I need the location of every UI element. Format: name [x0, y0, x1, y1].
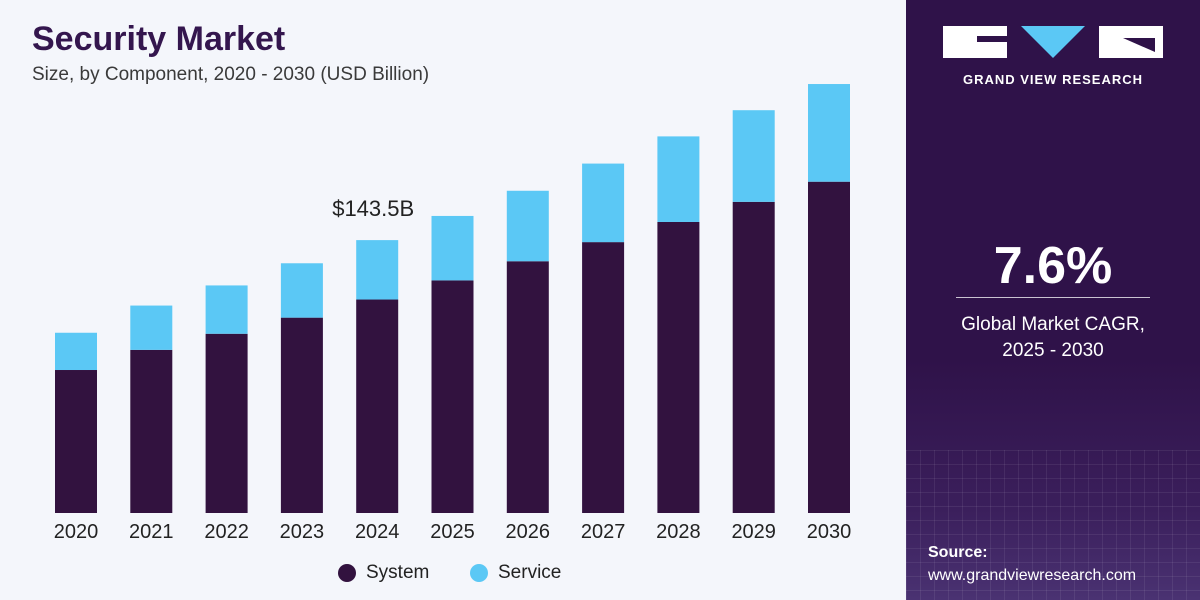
cagr-label-line2: 2025 - 2030: [1002, 340, 1104, 361]
bar-service-2030: [808, 84, 850, 182]
chart-subtitle: Size, by Component, 2020 - 2030 (USD Bil…: [32, 64, 430, 85]
bar-system-2020: [55, 370, 97, 513]
x-tick-label-2026: 2026: [506, 521, 551, 543]
x-tick-label-2030: 2030: [807, 521, 852, 543]
cagr-label-line1: Global Market CAGR,: [961, 314, 1145, 335]
bar-system-2028: [657, 221, 700, 514]
bar-system-2025: [431, 280, 474, 513]
bar-service-2029: [732, 110, 775, 202]
bar-system-2026: [506, 261, 549, 513]
chart-title: Security Market: [32, 20, 286, 58]
chart-area: Security Market Size, by Component, 2020…: [0, 20, 906, 588]
bar-service-2027: [582, 163, 625, 243]
legend-label-service: Service: [498, 562, 562, 583]
bar-system-2022: [205, 333, 248, 513]
bar-service-2028: [657, 136, 700, 222]
legend-item-system: System: [338, 562, 429, 584]
legend-swatch-system: [338, 564, 356, 582]
bar-service-2022: [205, 285, 248, 334]
side-panel: GRAND VIEW RESEARCH 7.6% Global Market C…: [906, 0, 1200, 600]
cagr-divider: [956, 297, 1150, 298]
x-tick-label-2021: 2021: [129, 521, 174, 543]
bar-system-2024: [356, 299, 399, 513]
cagr-value: 7.6%: [993, 237, 1113, 295]
gvr-logo-icon: [943, 26, 1163, 58]
bar-system-2029: [732, 201, 775, 514]
bar-service-2026: [506, 190, 549, 262]
brand-name: GRAND VIEW RESEARCH: [962, 72, 1144, 87]
gvr-logo: GRAND VIEW RESEARCH: [943, 22, 1163, 92]
x-tick-label-2023: 2023: [280, 521, 325, 543]
x-tick-label-2028: 2028: [656, 521, 701, 543]
data-label-2024: $143.5B: [332, 196, 414, 221]
x-tick-label-2027: 2027: [581, 521, 626, 543]
bar-system-2021: [130, 349, 173, 513]
bar-service-2023: [280, 263, 323, 318]
bar-service-2024: [356, 240, 399, 300]
x-tick-label-2020: 2020: [54, 521, 99, 543]
x-tick-label-2022: 2022: [204, 521, 249, 543]
legend-label-system: System: [366, 562, 430, 583]
x-tick-label-2025: 2025: [430, 521, 475, 543]
bar-service-2025: [431, 215, 474, 281]
grid-decoration: [906, 450, 1200, 600]
bar-service-2020: [55, 332, 97, 371]
cagr-label: Global Market CAGR, 2025 - 2030: [906, 312, 1200, 364]
bar-system-2030: [808, 181, 850, 513]
source-label: Source:: [928, 544, 988, 561]
bar-system-2027: [582, 242, 625, 513]
legend-item-service: Service: [470, 562, 561, 584]
bar-chart: 2020 2021 2022 2023 2024 2025 2026 2027 2028 2029…: [54, 84, 852, 543]
x-tick-label-2024: 2024: [355, 521, 400, 543]
bar-system-2023: [280, 317, 323, 513]
bar-service-2021: [130, 305, 173, 350]
chart-legend: System Service: [0, 562, 906, 588]
legend-swatch-service: [470, 564, 488, 582]
x-tick-label-2029: 2029: [731, 521, 776, 543]
source-link[interactable]: www.grandviewresearch.com: [928, 567, 1137, 584]
